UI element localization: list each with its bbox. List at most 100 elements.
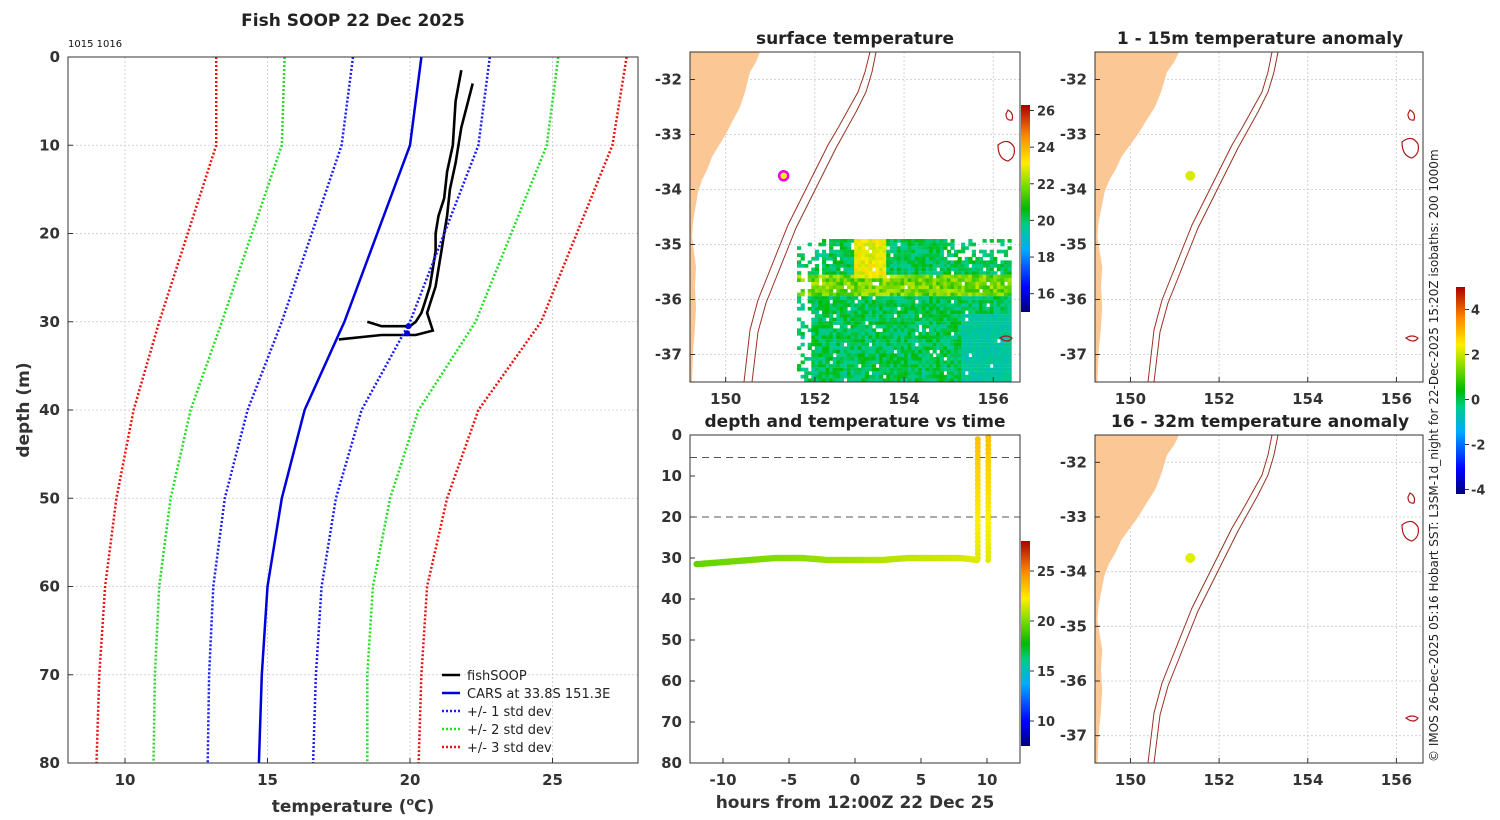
sst-cell <box>1007 306 1012 311</box>
sst-cell <box>921 310 927 315</box>
sst-cell <box>814 331 820 336</box>
anomaly-deep-marker <box>1185 553 1196 563</box>
sst-cell <box>946 321 952 325</box>
profile-series <box>95 56 628 764</box>
sst-cell <box>914 264 919 268</box>
sst-cell <box>939 317 944 322</box>
sst-cell <box>932 306 937 311</box>
sst-cell <box>875 349 880 354</box>
sst-cell <box>857 285 862 290</box>
sst-cell <box>800 331 805 336</box>
sst-cell <box>964 346 969 350</box>
sst-cell <box>839 364 844 368</box>
sst-cell <box>961 353 966 358</box>
sst-cell <box>971 249 976 254</box>
sst-cell <box>907 306 912 311</box>
sst-cell <box>879 246 884 250</box>
sst-cell <box>893 239 898 243</box>
sst-cell <box>907 242 912 247</box>
sst-cell <box>822 278 827 282</box>
sst-cell <box>946 331 952 336</box>
sst-cell <box>964 367 969 372</box>
y-tick-label: 60 <box>661 672 682 690</box>
colorbar-tick-label: 20 <box>1037 615 1055 630</box>
sst-cell <box>904 303 909 308</box>
sst-cell <box>814 253 820 257</box>
sst-cell <box>986 285 991 290</box>
series-line <box>338 83 474 341</box>
sst-cell <box>811 306 816 311</box>
sst-cell <box>907 321 912 325</box>
sst-cell <box>875 267 880 272</box>
sst-cell <box>900 371 905 375</box>
sst-cell <box>804 371 809 375</box>
sst-cell <box>871 239 877 243</box>
sst-cell <box>811 378 816 382</box>
sst-cell <box>982 374 987 379</box>
sst-cell <box>832 367 837 372</box>
sst-cell <box>907 367 912 372</box>
sst-cell <box>925 239 930 243</box>
sst-cell <box>929 278 934 282</box>
sst-cell <box>1007 303 1012 308</box>
sst-cell <box>839 321 844 325</box>
sst-cell <box>993 256 998 261</box>
sst-cell <box>943 317 948 322</box>
sst-cell <box>886 260 891 265</box>
sst-cell <box>879 281 884 286</box>
sst-cell <box>932 357 937 361</box>
sst-cell <box>971 299 976 304</box>
sst-cell <box>993 324 998 329</box>
sst-cell <box>797 292 802 297</box>
y-tick-label: -32 <box>1060 71 1087 89</box>
sst-cell <box>882 314 887 318</box>
sst-cell <box>989 285 994 290</box>
sst-cell <box>1003 278 1009 282</box>
sst-cell <box>982 310 987 315</box>
sst-cell <box>886 353 891 358</box>
sst-cell <box>929 289 934 293</box>
sst-cell <box>989 281 994 286</box>
sst-cell <box>936 328 941 333</box>
sst-cell <box>850 321 855 325</box>
sst-cell <box>886 292 891 297</box>
sst-cell <box>882 349 887 354</box>
sst-cell <box>893 253 898 257</box>
sst-cell <box>911 321 916 325</box>
sst-cell <box>1000 289 1005 293</box>
sst-cell <box>929 299 934 304</box>
sst-cell <box>986 346 991 350</box>
sst-cell <box>968 378 973 382</box>
sst-cell <box>857 306 862 311</box>
sst-cell <box>843 274 848 279</box>
sst-cell <box>864 342 869 347</box>
y-tick-label: -32 <box>655 71 682 89</box>
sst-cell <box>900 281 905 286</box>
sst-cell <box>1007 285 1012 290</box>
sst-cell <box>1000 278 1005 282</box>
sst-cell <box>822 289 827 293</box>
sst-cell <box>1000 267 1005 272</box>
sst-cell <box>864 267 869 272</box>
sst-cell <box>993 278 998 282</box>
sst-cell <box>847 274 852 279</box>
sst-cell <box>886 371 891 375</box>
sst-cell <box>900 324 905 329</box>
sst-cell <box>936 256 941 261</box>
colorbar-tick-label: 0 <box>1471 394 1480 409</box>
sst-cell <box>943 374 948 379</box>
sst-cell <box>979 310 984 315</box>
anomaly-shallow-panel: 1 - 15m temperature anomaly 150 152 154 156… <box>1060 29 1424 408</box>
sst-cell <box>829 278 834 282</box>
sst-cell <box>939 374 944 379</box>
sst-cell <box>893 331 898 336</box>
sst-cell <box>932 374 937 379</box>
sst-cell <box>989 353 994 358</box>
sst-cell <box>993 321 998 325</box>
sst-cell <box>907 310 912 315</box>
sst-cell <box>839 274 844 279</box>
sst-cell <box>1000 360 1005 365</box>
sst-cell <box>914 292 919 297</box>
sst-cell <box>914 324 919 329</box>
